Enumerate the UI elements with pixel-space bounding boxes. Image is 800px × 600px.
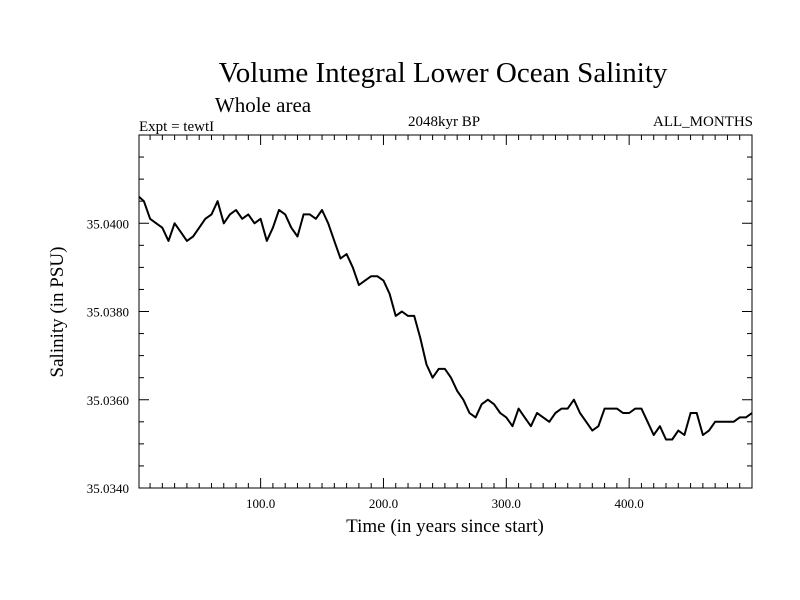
y-axis: 35.0340 35.0360 35.0380 35.0400 [87, 156, 752, 496]
y-tick-label: 35.0400 [87, 216, 129, 231]
plot-frame [138, 134, 753, 489]
experiment-label: Expt = tewtI [139, 119, 214, 135]
y-tick-label: 35.0340 [87, 481, 129, 496]
salinity-series-line [138, 196, 753, 441]
chart-title: Volume Integral Lower Ocean Salinity [219, 57, 668, 89]
y-tick-label: 35.0360 [87, 393, 129, 408]
x-tick-label: 300.0 [492, 496, 521, 511]
x-axis: 100.0 200.0 300.0 400.0 [149, 135, 741, 511]
x-axis-label: Time (in years since start) [346, 516, 544, 537]
y-tick-label: 35.0380 [87, 305, 129, 320]
x-tick-label: 200.0 [369, 496, 398, 511]
y-axis-label: Salinity (in PSU) [47, 247, 68, 378]
chart-subtitle: Whole area [215, 93, 312, 117]
x-tick-label: 100.0 [246, 496, 275, 511]
time-label: 2048kyr BP [408, 114, 480, 130]
x-tick-label: 400.0 [615, 496, 644, 511]
months-label: ALL_MONTHS [653, 114, 753, 130]
